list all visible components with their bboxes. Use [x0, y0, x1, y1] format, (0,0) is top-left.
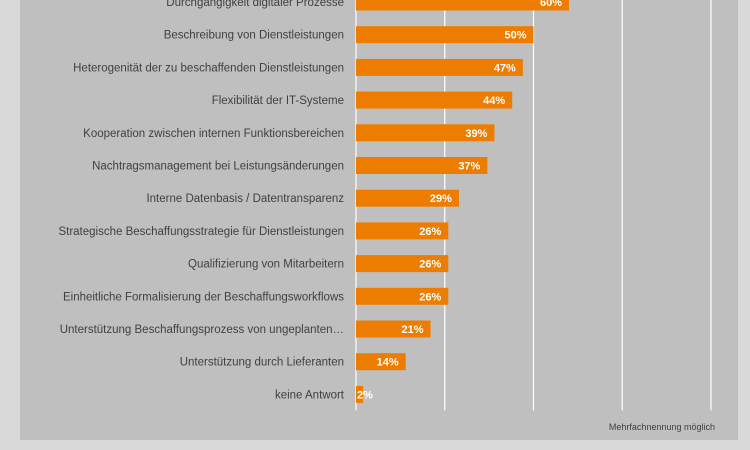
value-label-6: 29%	[430, 193, 452, 205]
category-labels: Durchgängigkeit digitaler Prozesse Beschr…	[58, 0, 344, 401]
value-label-7: 26%	[419, 226, 441, 238]
category-label-11: Unterstützung durch Lieferanten	[180, 357, 344, 369]
bar-12	[356, 385, 364, 403]
value-labels: 60% 50% 47% 44% 39% 37% 29% 26% 26% 26% 21% 14% 2%	[357, 0, 562, 401]
bar-5	[356, 157, 488, 174]
category-label-6: Interne Datenbasis / Datentransparenz	[146, 193, 344, 205]
category-label-10: Unterstützung Beschaffungsprozess von un…	[60, 324, 344, 336]
value-label-10: 21%	[402, 324, 424, 336]
category-label-12: keine Antwort	[275, 389, 345, 401]
bar-11	[356, 353, 406, 371]
bar-3	[356, 91, 513, 109]
category-label-4: Kooperation zwischen internen Funktionsb…	[83, 128, 344, 140]
value-label-2: 47%	[494, 62, 516, 74]
value-label-12: 2%	[357, 389, 373, 401]
category-label-9: Einheitliche Formalisierung der Beschaff…	[63, 291, 344, 303]
value-label-9: 26%	[419, 291, 441, 303]
bar-1	[356, 26, 534, 44]
bar-8	[356, 255, 449, 273]
value-label-8: 26%	[419, 259, 441, 271]
category-label-0: Durchgängigkeit digitaler Prozesse	[166, 0, 344, 9]
category-label-3: Flexibilität der IT-Systeme	[212, 95, 344, 107]
bar-6	[356, 189, 459, 207]
category-label-7: Strategische Beschaffungsstrategie für D…	[58, 226, 344, 238]
bar-2	[356, 58, 523, 76]
category-label-5: Nachtragsmanagement bei Leistungsänderun…	[92, 161, 344, 173]
value-label-11: 14%	[377, 357, 399, 369]
bar-0	[356, 0, 569, 11]
bar-10	[356, 320, 431, 338]
bar-4	[356, 124, 495, 142]
footnote: Mehrfachnennung möglich	[609, 422, 715, 432]
value-label-0: 60%	[540, 0, 562, 9]
category-label-2: Heterogenität der zu beschaffenden Diens…	[73, 62, 344, 74]
category-label-1: Beschreibung von Dienstleistungen	[164, 30, 344, 42]
bar-7	[356, 222, 449, 240]
bar-9	[356, 287, 449, 305]
category-label-8: Qualifizierung von Mitarbeitern	[188, 259, 344, 271]
value-label-3: 44%	[483, 95, 505, 107]
bars	[356, 0, 569, 403]
value-label-4: 39%	[465, 128, 487, 140]
value-label-1: 50%	[504, 30, 526, 42]
value-label-5: 37%	[458, 161, 480, 173]
